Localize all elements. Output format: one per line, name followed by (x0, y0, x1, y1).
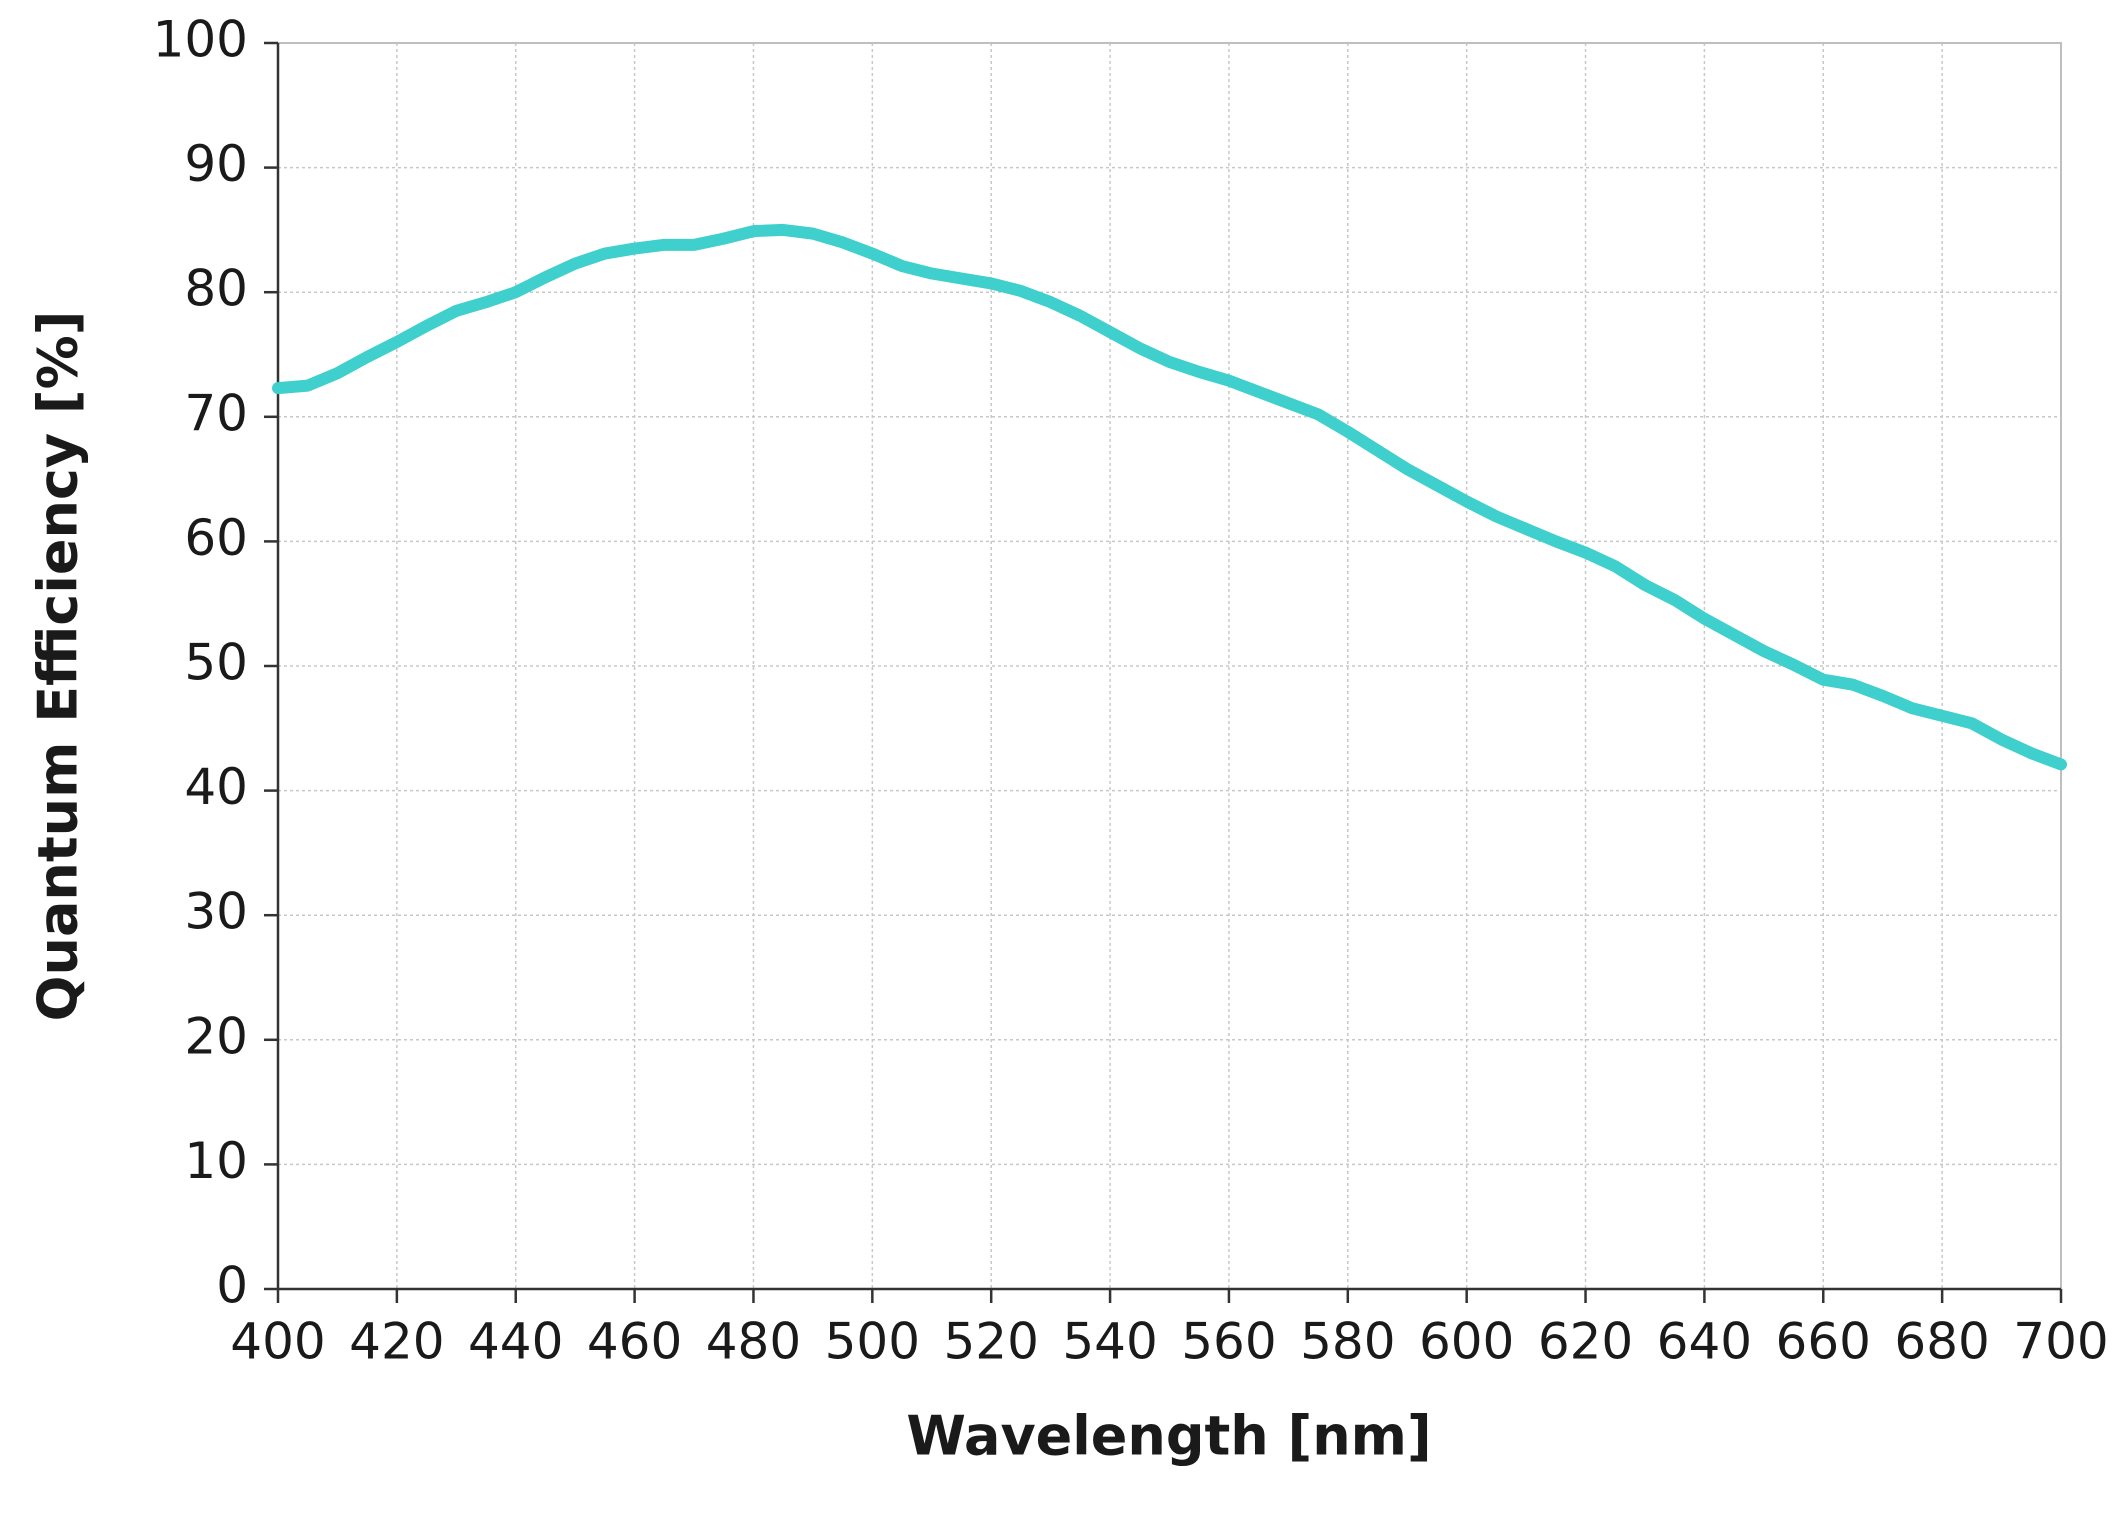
x-tick-label: 660 (1776, 1313, 1871, 1371)
y-tick-label: 70 (184, 384, 248, 442)
x-tick-label: 580 (1300, 1313, 1395, 1371)
x-tick-label: 500 (825, 1313, 920, 1371)
y-tick-label: 100 (153, 11, 248, 69)
y-tick-label: 20 (184, 1007, 248, 1065)
x-tick-label: 680 (1894, 1313, 1989, 1371)
x-axis-title: Wavelength [nm] (906, 1405, 1431, 1468)
x-tick-label: 700 (2013, 1313, 2108, 1371)
x-tick-label: 600 (1419, 1313, 1514, 1371)
y-tick-label: 60 (184, 509, 248, 567)
x-tick-label: 560 (1181, 1313, 1276, 1371)
x-tick-label: 480 (706, 1313, 801, 1371)
x-tick-label: 400 (230, 1313, 325, 1371)
x-tick-label: 420 (349, 1313, 444, 1371)
x-tick-label: 520 (943, 1313, 1038, 1371)
y-tick-label: 40 (184, 758, 248, 816)
x-tick-label: 440 (468, 1313, 563, 1371)
y-tick-label: 50 (184, 634, 248, 692)
y-tick-label: 80 (184, 260, 248, 318)
y-tick-label: 90 (184, 135, 248, 193)
y-axis-title: Quantum Efficiency [%] (27, 311, 90, 1022)
x-tick-label: 460 (587, 1313, 682, 1371)
y-tick-label: 10 (184, 1132, 248, 1190)
y-tick-label: 0 (216, 1257, 248, 1315)
x-tick-label: 640 (1657, 1313, 1752, 1371)
x-tick-label: 540 (1062, 1313, 1157, 1371)
y-tick-label: 30 (184, 883, 248, 941)
x-tick-label: 620 (1538, 1313, 1633, 1371)
data-line (272, 223, 2067, 771)
